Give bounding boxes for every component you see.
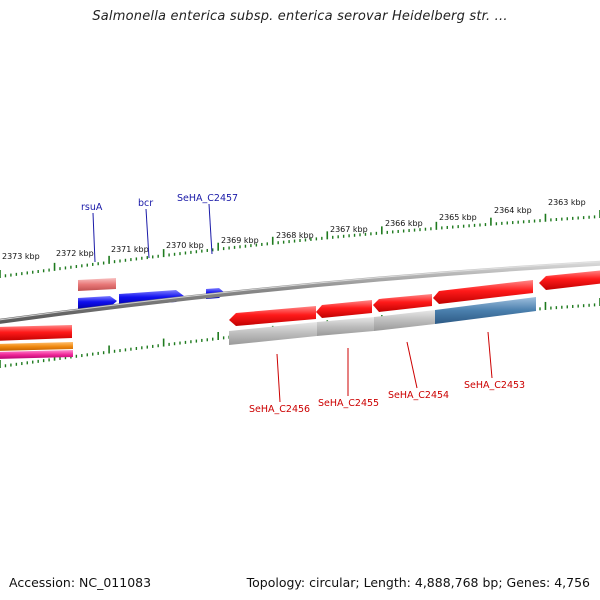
kbp-label: 2373 kbp — [2, 252, 40, 261]
gene-label-bcr[interactable]: bcr — [138, 198, 153, 209]
kbp-label: 2369 kbp — [221, 236, 259, 245]
gene-feature-grey-3[interactable] — [374, 310, 435, 331]
gene-reverse-left[interactable] — [0, 325, 72, 341]
gene-SeHA_C2453[interactable] — [433, 280, 533, 304]
gene-labels: rsuA bcr SeHA_C2457 SeHA_C2456 SeHA_C245… — [81, 193, 525, 415]
kbp-label: 2372 kbp — [56, 249, 94, 258]
kbp-label: 2364 kbp — [494, 206, 532, 215]
kbp-label: 2366 kbp — [385, 219, 423, 228]
gene-label-SeHA_C2454[interactable]: SeHA_C2454 — [388, 390, 449, 401]
gene-feature-grey-1[interactable] — [229, 322, 317, 345]
gene-label-SeHA_C2455[interactable]: SeHA_C2455 — [318, 398, 379, 409]
reverse-strand-genes — [0, 270, 600, 359]
leader-SeHA_C2457 — [208, 203, 213, 255]
leader-bcr — [145, 208, 150, 259]
kbp-label: 2363 kbp — [548, 198, 586, 207]
leader-SeHA_C2453 — [487, 331, 493, 379]
gene-label-rsuA[interactable]: rsuA — [81, 202, 103, 213]
outer-scale-track — [0, 210, 600, 278]
gene-SeHA_C2454[interactable] — [373, 294, 432, 312]
kbp-label: 2367 kbp — [330, 225, 368, 234]
gene-feature-steel[interactable] — [435, 297, 536, 324]
map-title: Salmonella enterica subsp. enterica sero… — [92, 9, 508, 24]
leader-rsuA — [92, 212, 96, 263]
leader-lines — [92, 203, 493, 403]
accession-text: Accession: NC_011083 — [9, 575, 152, 590]
leader-SeHA_C2454 — [406, 341, 418, 389]
leader-SeHA_C2456 — [276, 353, 281, 403]
gene-orange-left[interactable] — [0, 342, 73, 351]
kbp-label: 2368 kbp — [276, 231, 314, 240]
genome-backbone — [0, 260, 600, 324]
gene-label-SeHA_C2453[interactable]: SeHA_C2453 — [464, 380, 525, 391]
gene-feature-grey-2[interactable] — [317, 317, 374, 336]
kbp-label: 2365 kbp — [439, 213, 477, 222]
gene-SeHA_C2455[interactable] — [316, 300, 372, 318]
gene-magenta-left[interactable] — [0, 350, 73, 359]
genome-stats-text: Topology: circular; Length: 4,888,768 bp… — [246, 575, 590, 590]
gene-SeHA_C2456[interactable] — [229, 306, 316, 326]
gene-label-SeHA_C2456[interactable]: SeHA_C2456 — [249, 404, 310, 415]
kbp-labels: 2373 kbp 2372 kbp 2371 kbp 2370 kbp 2369… — [2, 198, 586, 261]
kbp-label: 2370 kbp — [166, 241, 204, 250]
kbp-label: 2371 kbp — [111, 245, 149, 254]
gene-reverse-right[interactable] — [539, 270, 600, 290]
gene-pseudo-feature[interactable] — [78, 278, 116, 291]
gene-label-SeHA_C2457[interactable]: SeHA_C2457 — [177, 193, 238, 204]
